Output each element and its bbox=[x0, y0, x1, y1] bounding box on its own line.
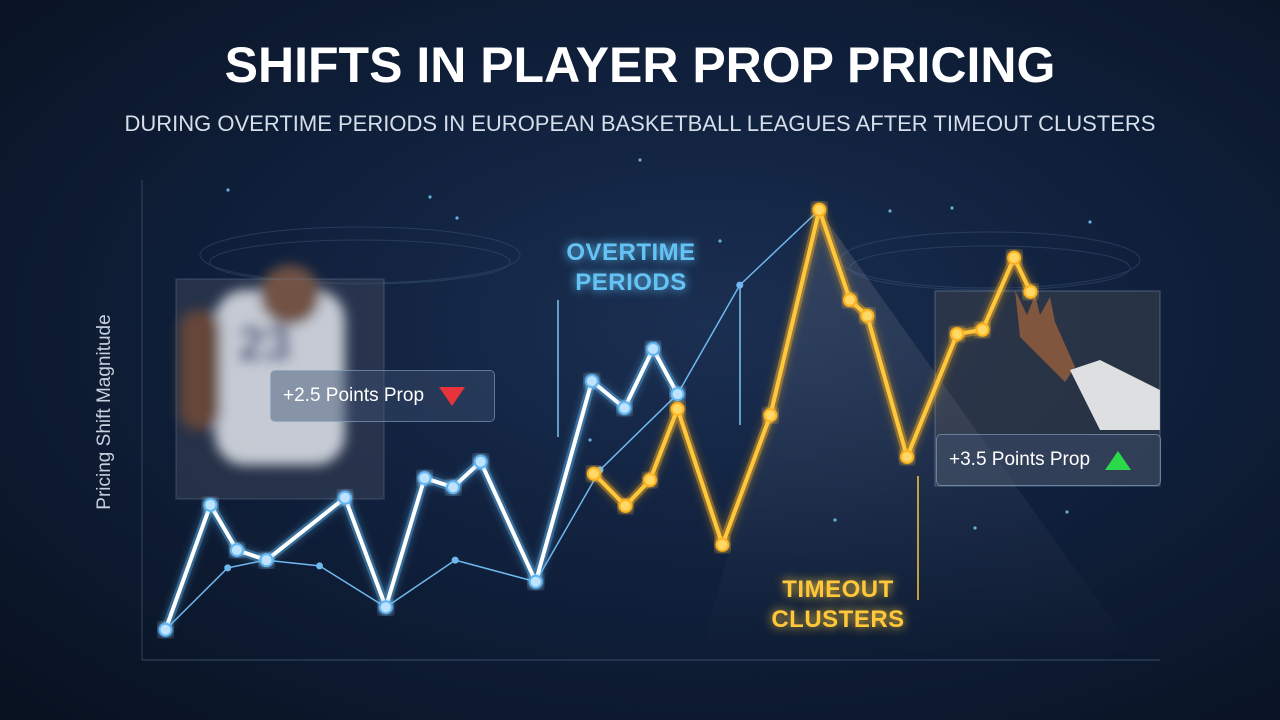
star bbox=[833, 518, 837, 522]
point bbox=[950, 327, 965, 342]
point bbox=[316, 562, 324, 570]
point bbox=[378, 600, 393, 615]
direction-icon bbox=[439, 387, 466, 406]
point bbox=[158, 622, 173, 637]
star bbox=[226, 188, 230, 192]
star bbox=[1088, 220, 1092, 224]
series-label: TIMEOUT CLUSTERS bbox=[771, 576, 905, 633]
point bbox=[203, 497, 218, 512]
point bbox=[646, 341, 661, 356]
pointer-line bbox=[557, 285, 741, 437]
point bbox=[670, 387, 685, 402]
star bbox=[428, 195, 432, 199]
referee-photo bbox=[934, 290, 1161, 487]
point bbox=[618, 498, 633, 513]
y-axis-label: Pricing Shift Magnitude bbox=[94, 314, 115, 509]
series-label: OVERTIME PERIODS bbox=[566, 239, 696, 296]
point bbox=[860, 308, 875, 323]
star bbox=[718, 239, 722, 243]
chart-subtitle: DURING OVERTIME PERIODS IN EUROPEAN BASK… bbox=[125, 111, 1156, 136]
point bbox=[584, 374, 599, 389]
star bbox=[638, 158, 642, 162]
point bbox=[229, 543, 244, 558]
player-photo: 23 bbox=[175, 265, 385, 500]
point bbox=[842, 293, 857, 307]
point bbox=[715, 537, 730, 552]
point bbox=[900, 449, 915, 464]
point bbox=[617, 401, 632, 415]
point bbox=[643, 473, 657, 487]
star bbox=[588, 438, 592, 442]
direction-icon bbox=[1105, 451, 1132, 470]
point bbox=[224, 564, 232, 572]
star bbox=[888, 209, 892, 213]
callout-text: +2.5 Points Prop bbox=[283, 385, 425, 406]
star bbox=[950, 206, 954, 210]
star bbox=[1065, 510, 1069, 514]
chart-title: SHIFTS IN PLAYER PROP PRICING bbox=[225, 37, 1056, 93]
point bbox=[473, 454, 488, 469]
point bbox=[528, 574, 543, 589]
triangle bbox=[439, 387, 466, 406]
callout: +2.5 Points Prop bbox=[270, 370, 495, 422]
point bbox=[1007, 250, 1022, 265]
star bbox=[973, 526, 977, 530]
callout-text: +3.5 Points Prop bbox=[949, 449, 1091, 470]
point bbox=[586, 466, 601, 481]
svg-text:23: 23 bbox=[238, 318, 291, 371]
triangle bbox=[1105, 451, 1132, 470]
point bbox=[736, 281, 744, 289]
point bbox=[975, 322, 990, 337]
point bbox=[259, 553, 274, 568]
point bbox=[1023, 284, 1038, 299]
callout: +3.5 Points Prop bbox=[936, 434, 1161, 486]
point bbox=[670, 401, 685, 416]
star bbox=[455, 216, 459, 220]
point bbox=[763, 408, 778, 423]
point bbox=[812, 202, 827, 217]
point bbox=[446, 480, 461, 495]
point bbox=[338, 490, 353, 505]
point bbox=[417, 471, 432, 486]
point bbox=[451, 556, 459, 564]
